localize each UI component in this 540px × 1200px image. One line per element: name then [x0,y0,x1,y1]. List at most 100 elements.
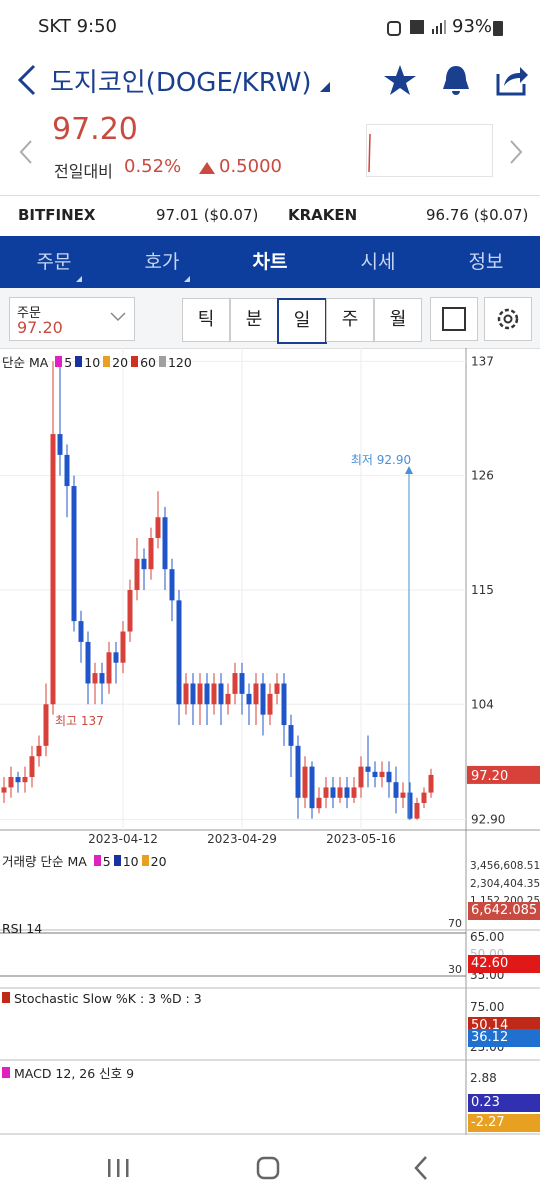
tab-bar [0,236,540,288]
signal-value: -2.27 [468,1114,540,1132]
back-nav[interactable] [414,1156,427,1180]
panel-title: Stochastic Slow %K : 3 %D : 3 [13,991,202,1006]
battery: 93% [452,16,493,37]
candle-body [134,558,140,590]
candle-body [155,517,161,539]
legend-entry: 10 [84,355,101,370]
time: 9:50 [76,16,117,37]
favorite-button[interactable] [382,62,418,98]
period-button[interactable]: 주 [326,298,374,342]
low-arrow-head [405,466,413,474]
up-triangle [199,162,215,174]
candle-body [113,652,119,663]
candle-body [29,756,35,778]
exchange-name: BITFINEX [18,206,96,224]
back-button[interactable] [14,62,38,98]
current-price: 97.20 [52,112,138,147]
legend-title: 단순 MA [2,355,49,370]
d-value: 36.12 [468,1029,540,1047]
candle-body [43,704,49,746]
legend-entry: 20 [112,355,129,370]
candle-body [127,589,133,632]
change-abs: 0.5000 [219,156,282,177]
candle-body [400,792,406,798]
legend-entry: 5 [102,854,111,869]
candle-body [204,683,210,705]
change-pct: 0.52% [124,156,182,177]
candle-body [1,787,7,793]
axis-label: 75.00 [470,1000,505,1014]
x-tick-label: 2023-05-16 [326,832,396,846]
alarm-button[interactable] [438,62,474,98]
low-note: 최저 92.90 [351,453,411,467]
period-button[interactable]: 월 [374,298,422,342]
indicator-panels [0,848,540,1135]
candle-body [407,792,413,819]
axis-label: 65.00 [470,930,505,944]
tab[interactable]: 시세 [360,251,396,273]
period-button[interactable]: 틱 [182,298,230,342]
candle-body [267,693,273,715]
candle-body [64,454,70,487]
candle-body [183,683,189,705]
period-button[interactable]: 분 [230,298,278,342]
candle-body [78,621,84,642]
candle-body [365,766,371,772]
home-button[interactable] [256,1156,280,1180]
candle-body [92,673,98,684]
candle-body [162,517,168,570]
legend-swatch [2,1067,10,1078]
title-dropdown[interactable] [318,80,332,94]
legend-swatch [141,855,149,866]
legend-swatch [131,356,139,367]
candle-body [141,558,147,570]
candle-body [323,787,329,798]
candle-body [99,673,105,684]
candle-body [358,766,364,788]
tab[interactable]: 호가 [144,251,180,273]
layout-button[interactable] [430,297,478,341]
candle-body [302,766,308,798]
exchange-price: 96.76 ($0.07) [426,206,529,224]
candle-body [337,787,343,798]
candle-body [393,782,399,798]
candle-body [260,683,266,715]
x-tick-label: 2023-04-29 [207,832,277,846]
next-coin[interactable] [506,138,526,166]
candle-body [330,787,336,798]
order-select-label: 주문 [17,306,41,321]
status-icons [387,20,446,36]
candle-body [71,486,77,622]
y-tick-label: 137 [471,354,494,368]
panel-title: RSI 14 [2,921,43,936]
candle-body [8,777,14,788]
legend-swatch [113,855,121,866]
legend-entry: 20 [150,854,167,869]
candle-body [316,797,322,809]
ma-legend: 단순 MA 5 10 20 60 120 [2,352,192,371]
tab[interactable]: 정보 [468,251,504,273]
divider [0,195,540,196]
legend-swatch [75,356,83,367]
tab-active[interactable]: 차트 [252,251,288,273]
share-button[interactable] [494,62,530,98]
candle-body [106,652,112,684]
legend-entry: 120 [167,355,192,370]
candle-body [421,792,427,803]
recent-apps[interactable] [108,1159,129,1177]
candle-body [253,683,259,705]
exchange-name: KRAKEN [288,206,358,224]
battery-icon [493,21,503,36]
settings-button[interactable] [484,297,532,341]
level-label: 70 [448,917,462,930]
candle-body [50,434,56,705]
period-button-active[interactable]: 일 [277,298,327,344]
prev-coin[interactable] [16,138,36,166]
candle-body [309,766,315,809]
order-select[interactable] [9,297,135,341]
candle-body [211,683,217,705]
candle-body [218,683,224,705]
candle-body [379,771,385,778]
tab[interactable]: 주문 [36,251,72,273]
